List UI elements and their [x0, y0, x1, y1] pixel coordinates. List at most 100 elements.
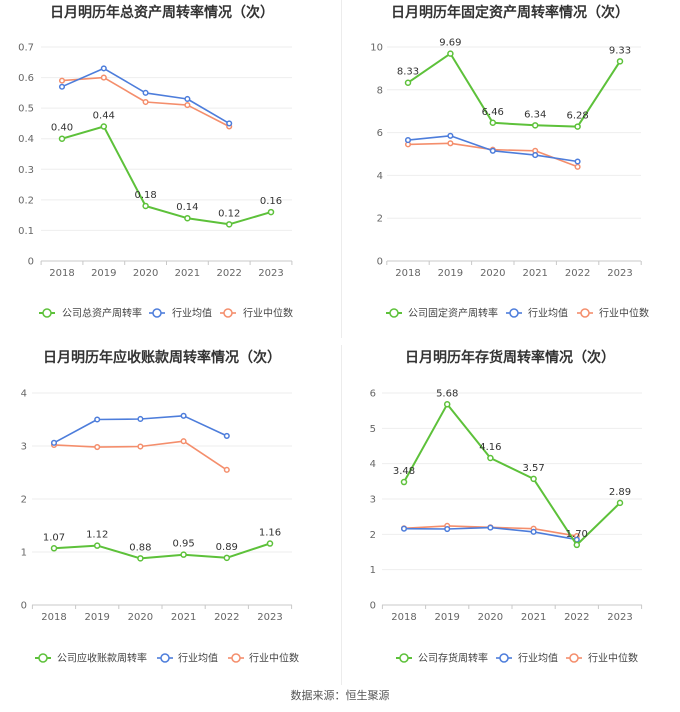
x-tick-label-2020: 2020 [478, 612, 503, 623]
point-company-2022 [573, 541, 581, 549]
data-label-company-2018: 0.40 [51, 123, 73, 134]
data-label-company-2023: 0.16 [260, 196, 282, 207]
x-tick-label-2018: 2018 [49, 268, 74, 279]
y-tick-label: 0.7 [18, 43, 34, 54]
legend-item-company: 公司存货周转率 [396, 652, 488, 665]
y-tick-label: 0.1 [18, 226, 34, 237]
series-company: 1.07 1.12 0.88 0.95 0.89 1.16 [43, 528, 281, 562]
y-tick-label: 3 [21, 442, 27, 453]
y-tick-label: 0.4 [18, 134, 34, 145]
legend-label: 行业中位数 [249, 652, 299, 665]
column-divider-bottom [341, 345, 342, 685]
legend-item-industry-median: 行业中位数 [220, 307, 293, 320]
legend-item-industry-median: 行业中位数 [566, 652, 638, 665]
data-label-company-2023: 2.89 [609, 487, 631, 498]
x-tick-label-2020: 2020 [133, 268, 158, 279]
point-company-2018 [400, 478, 408, 486]
series-company: 0.40 0.44 0.18 0.14 0.12 0.16 [51, 110, 282, 228]
series-company: 3.48 5.68 4.16 3.57 1.70 2.89 [393, 388, 631, 549]
legend-circle-icon [231, 653, 241, 663]
legend-item-industry-mean: 行业均值 [496, 652, 558, 665]
data-label-company-2020: 0.88 [129, 542, 151, 553]
data-label-company-2018: 3.48 [393, 466, 415, 477]
x-tick-label-2023: 2023 [607, 612, 632, 623]
legend-label: 公司总资产周转率 [62, 307, 142, 320]
point-industry-median-2018 [58, 77, 66, 84]
y-tick-label: 1 [370, 565, 376, 576]
x-tick-label-2022: 2022 [214, 612, 239, 623]
series-industry-median [50, 438, 230, 473]
legend-circle-icon [223, 308, 233, 318]
legend-label: 公司存货周转率 [418, 652, 488, 665]
y-tick-label: 0.6 [18, 73, 34, 84]
point-company-2018 [404, 79, 412, 86]
data-label-company-2020: 0.18 [134, 190, 156, 201]
point-company-2021 [530, 475, 537, 483]
chart-title: 日月明历年存货周转率情况（次） [405, 349, 615, 366]
point-industry-mean-2018 [400, 525, 408, 532]
series-industry-mean [404, 132, 581, 165]
series-industry-mean [50, 412, 230, 446]
point-company-2022 [574, 123, 581, 130]
point-company-2023 [266, 540, 274, 547]
point-industry-mean-2021 [184, 95, 191, 103]
x-tick-label-2019: 2019 [434, 612, 459, 623]
series-company: 8.33 9.69 6.46 6.34 6.28 9.33 [397, 38, 631, 130]
legend-label: 行业均值 [172, 307, 212, 320]
point-company-2020 [142, 202, 149, 210]
point-industry-mean-2020 [487, 524, 494, 531]
y-tick-label: 0 [28, 257, 34, 268]
legend-label: 行业中位数 [243, 307, 293, 320]
point-industry-mean-2020 [142, 89, 149, 96]
y-tick-label: 2 [21, 495, 27, 506]
data-label-company-2019: 0.44 [93, 110, 115, 121]
legend-label: 行业均值 [518, 652, 558, 665]
series-line-company [407, 52, 621, 128]
data-label-company-2023: 1.16 [259, 528, 281, 539]
y-tick-label: 3 [370, 495, 376, 506]
point-company-2018 [58, 135, 66, 142]
data-label-company-2022: 0.89 [216, 542, 238, 553]
legend-label: 行业均值 [528, 307, 568, 320]
point-industry-median-2022 [223, 466, 230, 473]
x-tick-label-2018: 2018 [391, 612, 416, 623]
y-tick-label: 4 [377, 171, 383, 182]
point-industry-median-2021 [184, 102, 191, 109]
point-company-2021 [531, 122, 539, 129]
point-industry-mean-2019 [94, 416, 101, 423]
series-line-company [403, 403, 621, 546]
chart-receivables-turnover-svg: 日月明历年应收账款周转率情况（次） 0 1 2 3 4 2018 2019 2020 2021 20… [21, 349, 299, 665]
chart-title: 日月明历年应收账款周转率情况（次） [43, 349, 281, 366]
x-tick-label-2022: 2022 [216, 268, 241, 279]
chart-title: 日月明历年固定资产周转率情况（次） [391, 4, 629, 21]
x-tick-label-2021: 2021 [175, 268, 200, 279]
y-tick-label: 5 [370, 424, 376, 435]
chart-total-asset-turnover: 日月明历年总资产周转率情况（次） 0 0.1 0.2 0.3 0.4 0.5 0.6 0.7 20… [0, 0, 340, 345]
legend-circle-icon [42, 308, 52, 318]
y-tick-label: 0 [377, 257, 383, 268]
chart-inventory-turnover-svg: 日月明历年存货周转率情况（次） 0 1 2 3 4 5 6 2018 2019 2020 2021 20… [370, 349, 643, 665]
legend-item-industry-median: 行业中位数 [228, 652, 299, 665]
legend-circle-icon [160, 653, 170, 663]
point-industry-median-2019 [100, 74, 107, 81]
point-industry-median-2022 [574, 163, 581, 170]
data-label-company-2020: 4.16 [479, 442, 501, 453]
point-company-2023 [267, 208, 275, 216]
y-tick-label: 0.3 [18, 165, 34, 176]
y-tick-label: 2 [370, 530, 376, 541]
series-line-company [61, 125, 272, 226]
series-line-company [53, 542, 271, 560]
legend-item-company: 公司应收账款周转率 [35, 652, 147, 665]
point-industry-mean-2022 [574, 158, 581, 165]
legend-label: 公司应收账款周转率 [57, 652, 147, 665]
data-label-company-2022: 6.28 [566, 111, 588, 122]
x-tick-label-2019: 2019 [84, 612, 109, 623]
point-company-2022 [223, 554, 231, 562]
series-industry-mean [400, 524, 580, 543]
data-label-company-2019: 1.12 [86, 530, 108, 541]
chart-inventory-turnover: 日月明历年存货周转率情况（次） 0 1 2 3 4 5 6 2018 2019 2020 2021 20… [340, 345, 680, 690]
chart-title: 日月明历年总资产周转率情况（次） [50, 4, 274, 21]
y-tick-label: 1 [21, 548, 27, 559]
x-tick-label-2018: 2018 [41, 612, 66, 623]
data-label-company-2021: 3.57 [522, 463, 544, 474]
